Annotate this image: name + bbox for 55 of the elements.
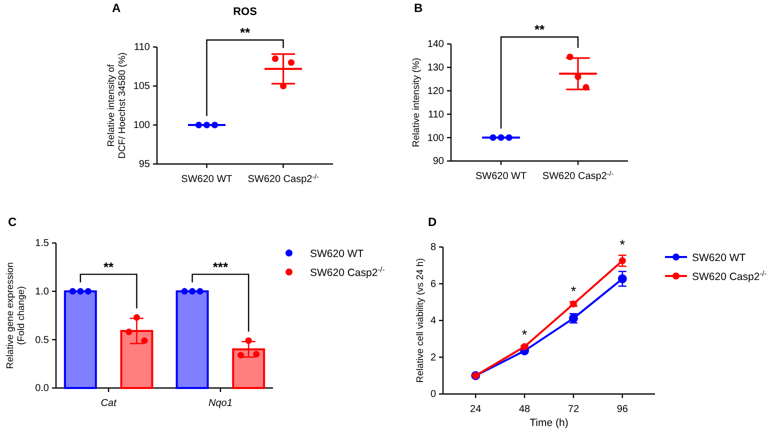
y-tick-label: 8 <box>430 242 436 254</box>
y-axis-title: Relative gene expression (Fold change) <box>5 262 27 369</box>
y-tick-label: 2 <box>430 352 436 364</box>
y-tick-label: 100 <box>133 120 150 132</box>
x-tick-label: 96 <box>616 404 628 415</box>
annotation: * <box>620 236 626 252</box>
y-tick-label: 130 <box>427 62 444 74</box>
point <box>618 257 626 264</box>
y-tick-label: 140 <box>427 39 444 50</box>
y-tick-label: 1.0 <box>35 286 50 298</box>
y-tick-label: 1.5 <box>35 238 50 250</box>
y-tick-label: 95 <box>138 159 150 170</box>
y-tick-label: 0.0 <box>35 383 50 394</box>
x-tick-label: SW620 WT <box>475 171 527 182</box>
bar <box>232 348 266 389</box>
legend-label: SW620 WT <box>310 248 364 260</box>
text: ** <box>240 25 251 40</box>
y-tick-label: 0.5 <box>35 334 50 346</box>
y-tick-label: 105 <box>133 81 150 92</box>
y-tick-label: 0 <box>430 389 436 400</box>
x-tick-label: SW620 WT <box>181 174 232 185</box>
text: C <box>8 215 17 229</box>
x-tick-label: 48 <box>518 404 531 415</box>
point <box>618 274 627 284</box>
y-tick-label: 6 <box>430 278 436 290</box>
annotation: ** <box>104 259 115 274</box>
y-tick-label: 110 <box>428 109 444 120</box>
point <box>521 343 528 350</box>
bar <box>120 330 154 389</box>
x-tick-label: Cat <box>100 398 118 409</box>
x-tick-label: SW620 Casp2$^{-/-}$ <box>248 172 320 185</box>
annotation: * <box>522 326 528 343</box>
text: B <box>414 1 423 15</box>
x-tick-label: 24 <box>470 404 482 415</box>
chart-title: ROS <box>233 6 257 18</box>
y-tick-label: 90 <box>432 156 444 168</box>
text: D <box>428 215 437 229</box>
annotation: * <box>570 282 577 299</box>
y-axis-title: Relative intensity (%) <box>411 58 422 148</box>
y-tick-label: 120 <box>427 86 444 97</box>
annotation: *** <box>212 259 229 274</box>
legend-label: SW620 Casp2$^{-/-}$ <box>692 268 768 283</box>
text: A <box>112 1 121 15</box>
x-tick-label: SW620 Casp2$^{-/-}$ <box>542 170 614 182</box>
y-axis-title: Relative cell viability (vs 24 h) <box>415 258 426 383</box>
y-axis-title: Relative intensity of DCF/ Hoechst 34580 (%) <box>106 52 128 159</box>
x-axis-title: Time (h) <box>530 417 568 429</box>
y-tick-label: 110 <box>134 42 150 54</box>
legend-label: SW620 Casp2$^{-/-}$ <box>310 264 386 279</box>
x-tick-label: Nqo1 <box>208 398 232 409</box>
y-tick-label: 100 <box>427 132 444 144</box>
legend-label: SW620 WT <box>692 252 746 264</box>
x-tick-label: 72 <box>568 404 580 415</box>
text: ** <box>534 22 546 37</box>
y-tick-label: 4 <box>430 316 436 327</box>
